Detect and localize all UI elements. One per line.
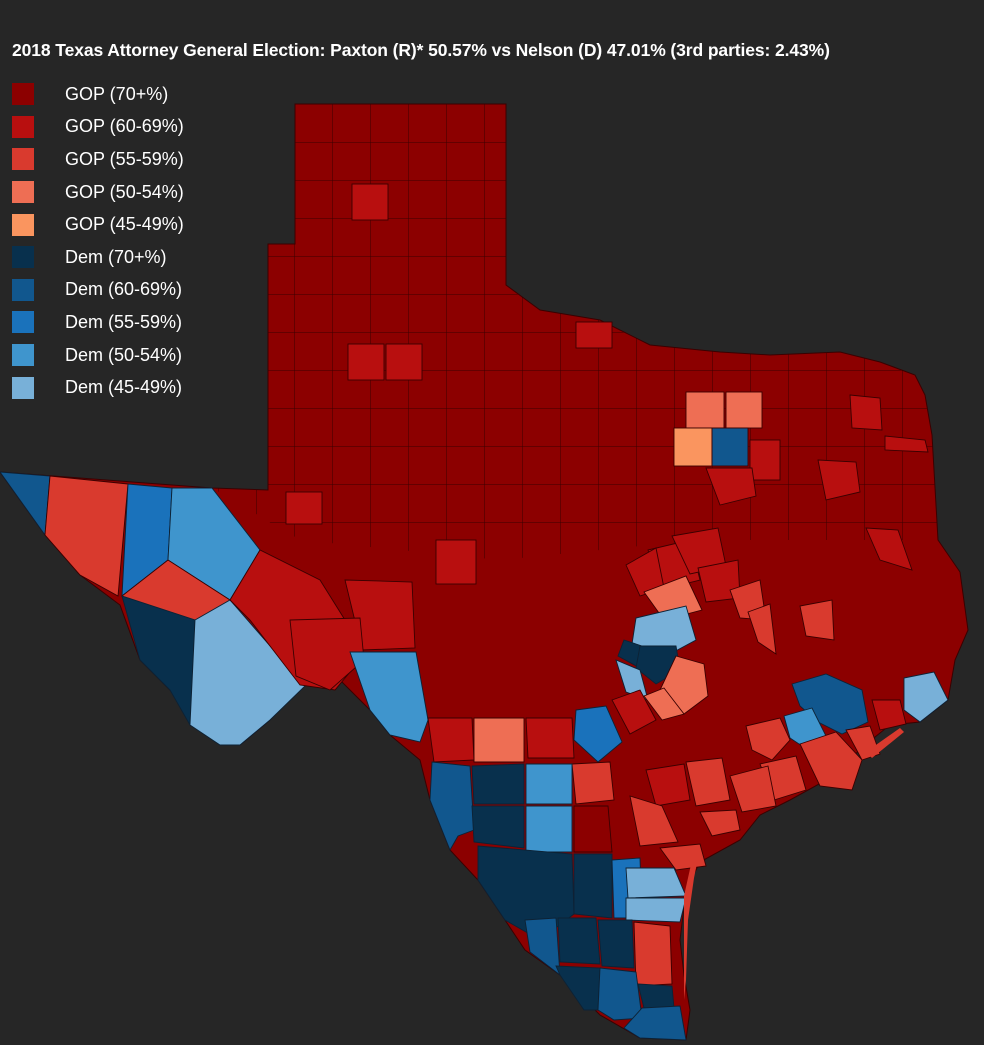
county-calhoun [699,809,741,837]
legend-label: Dem (60-69%) [65,279,183,300]
county-crockett [289,617,365,691]
county-matagorda [729,765,777,813]
legend-item-gop-55: GOP (55-59%) [12,143,184,176]
county-collin [725,391,763,429]
map-title: 2018 Texas Attorney General Election: Pa… [12,40,830,60]
legend-item-dem-70: Dem (70+%) [12,241,184,274]
barrier-island [684,848,700,1000]
county-hudspeth [44,475,129,597]
county-refugio [629,795,679,847]
legend-swatch [12,115,34,138]
legend: GOP (70+%) GOP (60-69%) GOP (55-59%) GOP… [12,78,184,404]
barrier-island-galveston [866,728,904,758]
county-willacy [637,983,675,1009]
county-kenedy [633,921,673,987]
legend-label: GOP (60-69%) [65,116,184,137]
county-medina [525,717,575,759]
county-waller [745,717,791,761]
legend-label: GOP (45-49%) [65,214,184,235]
county-kleberg [625,897,687,923]
county-rockwall [749,439,781,481]
legend-item-gop-45: GOP (45-49%) [12,208,184,241]
county-harris [791,673,869,735]
legend-swatch [12,311,34,334]
legend-label: GOP (70+%) [65,83,169,104]
legend-label: Dem (45-49%) [65,377,183,398]
legend-swatch [12,376,34,399]
county-hidalgo [597,967,643,1021]
legend-item-dem-50: Dem (50-54%) [12,339,184,372]
county-potter [351,183,389,221]
county-brazoria [799,731,863,791]
legend-item-dem-45: Dem (45-49%) [12,371,184,404]
legend-swatch [12,213,34,236]
legend-item-gop-50: GOP (50-54%) [12,176,184,209]
county-gregg [849,394,883,431]
legend-label: Dem (55-59%) [65,311,183,332]
legend-item-gop-70: GOP (70+%) [12,78,184,111]
county-dallas [711,427,749,467]
county-tarrant [673,427,713,467]
legend-swatch [12,83,34,106]
county-jim-hogg [557,917,601,965]
county-val-verde [349,651,429,743]
legend-label: GOP (55-59%) [65,148,184,169]
legend-swatch [12,181,34,204]
legend-item-gop-60: GOP (60-69%) [12,111,184,144]
county-caldwell [643,687,685,721]
county-harrison [884,435,929,453]
county-guadalupe [611,689,657,735]
legend-item-dem-55: Dem (55-59%) [12,306,184,339]
county-chambers [871,699,907,731]
county-bexar [573,705,623,763]
county-wichita [575,321,613,349]
county-ellis [705,467,757,506]
county-lubbock-east [385,343,423,381]
legend-swatch [12,278,34,301]
county-jefferson [903,671,949,723]
legend-label: Dem (50-54%) [65,344,183,365]
county-uvalde [473,717,525,763]
county-dimmit [471,805,525,849]
county-starr [555,965,601,1011]
county-la-salle [525,805,573,853]
county-duval [573,853,613,919]
legend-label: Dem (70+%) [65,246,167,267]
county-mcmullen [573,805,613,853]
county-brooks [597,919,635,969]
county-tom-green [435,539,477,585]
county-dewitt [645,763,691,807]
county-atascosa [571,761,615,805]
county-cameron [623,1005,687,1041]
legend-swatch [12,148,34,171]
county-zapata [524,917,561,976]
county-zavala [471,763,525,805]
county-brewster [189,599,306,746]
county-lubbock [347,343,385,381]
legend-swatch [12,246,34,269]
county-presidio [121,595,196,727]
county-denton [685,391,725,429]
county-midland [285,491,323,525]
legend-swatch [12,344,34,367]
legend-item-dem-60: Dem (60-69%) [12,274,184,307]
county-smith [817,459,861,501]
county-victoria [685,757,731,807]
county-el-paso [0,471,51,537]
county-kinney [427,717,475,763]
legend-label: GOP (50-54%) [65,181,184,202]
county-maverick [429,761,475,852]
county-travis [631,605,697,655]
county-brazos [747,603,777,655]
county-nacogdoches [865,527,913,571]
county-walker [799,599,835,641]
county-frio [525,763,573,805]
county-williamson [643,575,703,621]
